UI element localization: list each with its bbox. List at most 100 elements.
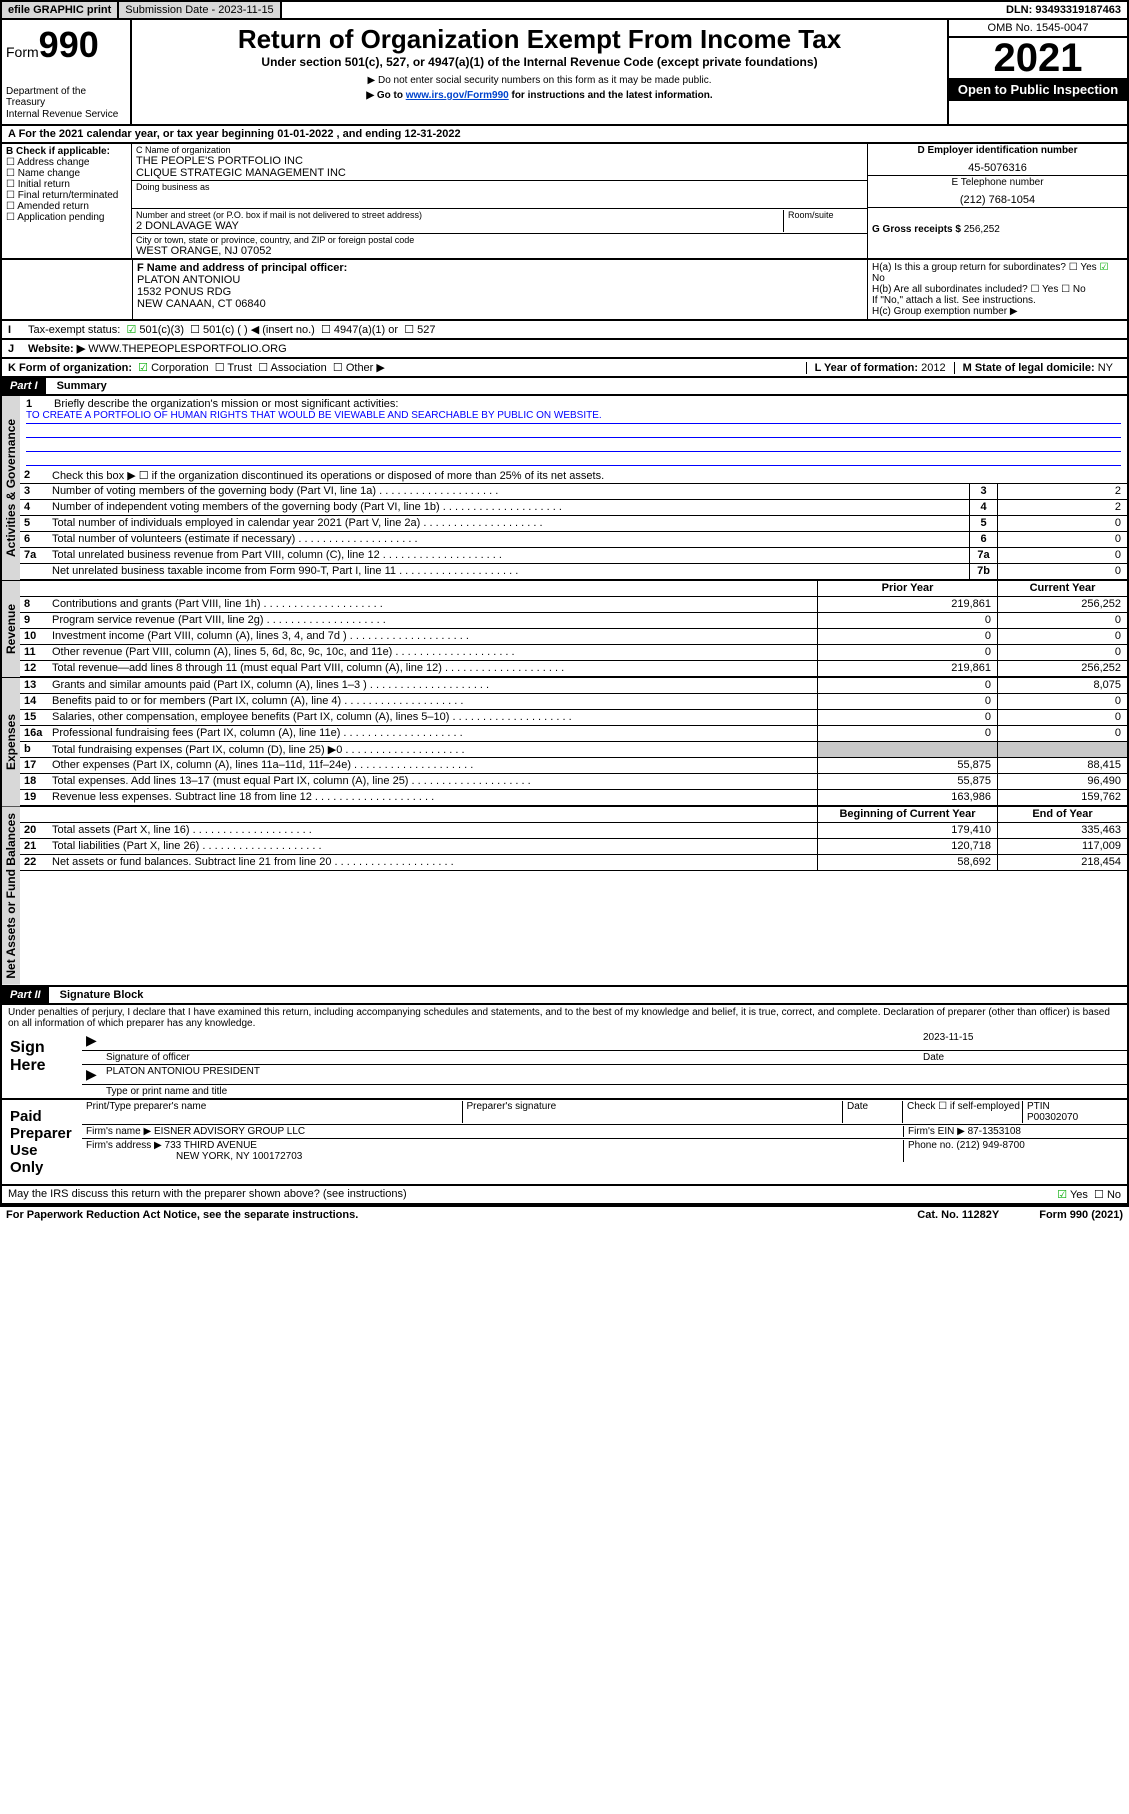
part1-badge: Part I (2, 378, 46, 394)
line-desc: Total unrelated business revenue from Pa… (48, 548, 969, 563)
prep-name-label: Print/Type preparer's name (86, 1101, 463, 1123)
domicile-label: M State of legal domicile: (963, 362, 1095, 374)
cat-no: Cat. No. 11282Y (877, 1209, 1039, 1221)
line-desc: Number of independent voting members of … (48, 500, 969, 515)
line-desc: Total fundraising expenses (Part IX, col… (48, 742, 817, 757)
website-label: Website: ▶ (28, 342, 85, 355)
cb-amended-return[interactable]: Amended return (6, 201, 127, 212)
discuss-no[interactable]: No (1094, 1188, 1121, 1201)
line-value: 2 (997, 500, 1127, 515)
irs-discuss-row: May the IRS discuss this return with the… (0, 1186, 1129, 1205)
mission-blank (26, 438, 1121, 452)
firm-addr1: 733 THIRD AVENUE (165, 1140, 257, 1151)
cb-final-return[interactable]: Final return/terminated (6, 190, 127, 201)
discuss-yes[interactable]: Yes (1057, 1188, 1088, 1201)
officer-printed-name: PLATON ANTONIOU PRESIDENT (106, 1066, 260, 1083)
ein-label: D Employer identification number (872, 145, 1123, 156)
form-title: Return of Organization Exempt From Incom… (136, 24, 943, 55)
ptin-value: P00302070 (1027, 1112, 1078, 1123)
line-desc: Total revenue—add lines 8 through 11 (mu… (48, 661, 817, 676)
line-desc: Salaries, other compensation, employee b… (48, 710, 817, 725)
form-header: Form990 Department of the Treasury Inter… (0, 20, 1129, 126)
org-name-label: C Name of organization (136, 145, 863, 155)
prior-year-value: 0 (817, 645, 997, 660)
cb-application-pending[interactable]: Application pending (6, 212, 127, 223)
cb-corporation[interactable]: Corporation (138, 361, 208, 374)
sig-date-value: 2023-11-15 (923, 1032, 1123, 1049)
addr-label: Number and street (or P.O. box if mail i… (136, 210, 783, 220)
cb-address-change[interactable]: Address change (6, 157, 127, 168)
hb-yes[interactable]: Yes (1030, 284, 1058, 295)
col-current-year: Current Year (997, 581, 1127, 596)
ssn-note: Do not enter social security numbers on … (136, 75, 943, 86)
cb-name-change[interactable]: Name change (6, 168, 127, 179)
line-desc: Investment income (Part VIII, column (A)… (48, 629, 817, 644)
current-year-value: 159,762 (997, 790, 1127, 805)
irs-link[interactable]: www.irs.gov/Form990 (406, 90, 509, 101)
paperwork-notice: For Paperwork Reduction Act Notice, see … (6, 1209, 877, 1221)
prior-year-value: 0 (817, 613, 997, 628)
phone-value: (212) 768-1054 (872, 194, 1123, 206)
section-net-assets: Net Assets or Fund Balances Beginning of… (0, 806, 1129, 987)
tab-net-assets: Net Assets or Fund Balances (2, 807, 20, 985)
cb-4947[interactable]: 4947(a)(1) or (321, 323, 398, 336)
gross-receipts-value: 256,252 (964, 224, 1000, 235)
current-year-value: 0 (997, 710, 1127, 725)
part2-badge: Part II (2, 987, 49, 1003)
prep-date-label: Date (843, 1101, 903, 1123)
goto-note: Go to www.irs.gov/Form990 for instructio… (136, 90, 943, 101)
paid-preparer-block: Paid Preparer Use Only Print/Type prepar… (0, 1100, 1129, 1186)
tax-year: 2021 (949, 38, 1127, 78)
line-desc: Professional fundraising fees (Part IX, … (48, 726, 817, 741)
prior-year-value: 55,875 (817, 758, 997, 773)
line-value: 0 (997, 548, 1127, 563)
current-year-value: 256,252 (997, 597, 1127, 612)
cb-other[interactable]: Other ▶ (333, 361, 385, 374)
prep-self-employed[interactable]: Check ☐ if self-employed (903, 1101, 1023, 1123)
cb-trust[interactable]: Trust (215, 361, 252, 374)
tax-year-row: A For the 2021 calendar year, or tax yea… (0, 126, 1129, 144)
cb-527[interactable]: 527 (404, 323, 435, 336)
firm-phone-label: Phone no. (908, 1140, 954, 1151)
city-label: City or town, state or province, country… (136, 235, 863, 245)
firm-ein-label: Firm's EIN ▶ (908, 1126, 965, 1137)
gross-receipts-label: G Gross receipts $ (872, 224, 961, 235)
efile-print-button[interactable]: efile GRAPHIC print (2, 2, 119, 18)
line-desc: Benefits paid to or for members (Part IX… (48, 694, 817, 709)
org-name-1: THE PEOPLE'S PORTFOLIO INC (136, 155, 863, 167)
line-value: 0 (997, 516, 1127, 531)
current-year-value: 0 (997, 694, 1127, 709)
subordinates-note: If "No," attach a list. See instructions… (872, 295, 1123, 306)
identity-block: B Check if applicable: Address change Na… (0, 144, 1129, 260)
ha-yes[interactable]: Yes (1069, 262, 1097, 273)
website-row: J Website: ▶ WWW.THEPEOPLESPORTFOLIO.ORG (0, 340, 1129, 359)
cb-association[interactable]: Association (258, 361, 327, 374)
section-governance: Activities & Governance 1Briefly describ… (0, 396, 1129, 580)
tax-exempt-label: Tax-exempt status: (28, 324, 120, 336)
prior-year-value: 55,875 (817, 774, 997, 789)
part2-header: Part II Signature Block (0, 987, 1129, 1005)
officer-group-block: F Name and address of principal officer:… (0, 260, 1129, 321)
room-label: Room/suite (788, 210, 863, 220)
current-year-value: 0 (997, 629, 1127, 644)
hb-no[interactable]: No (1061, 284, 1086, 295)
sig-officer-label: Signature of officer (106, 1052, 923, 1063)
submission-date: Submission Date - 2023-11-15 (119, 2, 281, 18)
cb-501c[interactable]: 501(c) ( ) ◀ (insert no.) (190, 323, 315, 336)
firm-name-value: EISNER ADVISORY GROUP LLC (154, 1126, 305, 1137)
cb-501c3[interactable]: 501(c)(3) (126, 323, 184, 336)
officer-name: PLATON ANTONIOU (137, 274, 863, 286)
ein-value: 45-5076316 (872, 162, 1123, 174)
cb-initial-return[interactable]: Initial return (6, 179, 127, 190)
irs-discuss-text: May the IRS discuss this return with the… (8, 1188, 407, 1200)
form-label: Form (6, 44, 39, 60)
line-box: 7a (969, 548, 997, 563)
form-org-row: K Form of organization: Corporation Trus… (0, 359, 1129, 378)
irs-label: Internal Revenue Service (6, 108, 126, 120)
line-box: 6 (969, 532, 997, 547)
mission-label: Briefly describe the organization's miss… (54, 398, 398, 410)
tab-expenses: Expenses (2, 678, 20, 806)
top-bar: efile GRAPHIC print Submission Date - 20… (0, 0, 1129, 20)
line-desc: Net assets or fund balances. Subtract li… (48, 855, 817, 870)
org-name-2: CLIQUE STRATEGIC MANAGEMENT INC (136, 167, 863, 179)
